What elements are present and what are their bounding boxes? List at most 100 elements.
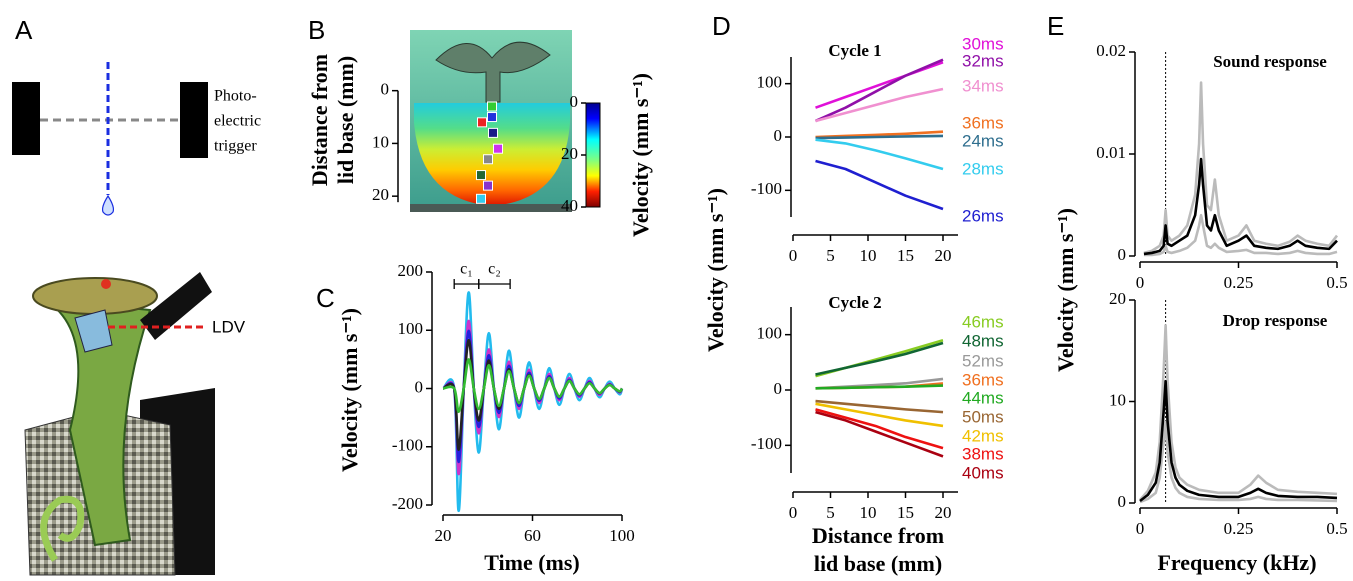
series-label: 44ms: [962, 388, 1004, 407]
colorbar-tick-label: 0: [570, 92, 579, 111]
y-axis-label: Velocity (mm s⁻¹): [1053, 208, 1078, 372]
marker: [483, 180, 493, 191]
series-line: [815, 408, 944, 450]
x-tick-label: 10: [860, 503, 877, 522]
bracket-label: c₂: [488, 261, 501, 278]
series-line: [815, 138, 944, 171]
series-line: [815, 410, 944, 458]
series-line: [815, 87, 944, 123]
lid-top: [435, 41, 551, 103]
image-band: [410, 204, 572, 212]
series-label: 42ms: [962, 426, 1004, 445]
series-label: 32ms: [962, 51, 1004, 70]
y-tick-label: -100: [751, 179, 782, 198]
series-line: [1139, 324, 1338, 501]
y-axis-label: Velocity (mm s⁻¹): [703, 188, 728, 352]
colorbar: [585, 102, 601, 208]
x-tick-label: 0.5: [1326, 519, 1347, 538]
x-tick-label: 20: [435, 526, 452, 545]
marker: [487, 101, 497, 112]
y-tick-label: 20: [1109, 289, 1126, 308]
y-tick-label: -100: [392, 436, 423, 455]
y-tick-label: 100: [757, 73, 783, 92]
x-tick-label: 100: [609, 526, 635, 545]
series-line: [814, 58, 944, 123]
bracket: [453, 279, 480, 289]
tendril: [40, 495, 85, 562]
y-tick-label: 0.02: [1096, 41, 1126, 60]
chart-title: Drop response: [1223, 311, 1328, 330]
colorbar-tick-label: 20: [561, 144, 578, 163]
chart-title: Cycle 2: [828, 293, 881, 312]
pitcher: [44, 299, 152, 547]
series-line: [815, 134, 944, 140]
panel-label: B: [308, 15, 325, 45]
panel-label: C: [316, 283, 335, 313]
series-label: 36ms: [962, 113, 1004, 132]
x-tick-label: 0.25: [1224, 519, 1254, 538]
trigger-diagram: [12, 62, 208, 216]
series-label: 38ms: [962, 444, 1004, 463]
marker: [476, 170, 486, 181]
series-line: [815, 130, 944, 139]
x-tick-label: 0: [1136, 519, 1145, 538]
sensor-left: [12, 82, 40, 155]
y-axis-label: lid base (mm): [333, 56, 358, 184]
marker: [477, 117, 487, 128]
x-axis-label: Frequency (kHz): [1157, 550, 1316, 575]
colorbar-tick-label: 40: [561, 196, 578, 215]
bracket: [478, 279, 511, 289]
marker: [487, 112, 497, 123]
series-label: 34ms: [962, 76, 1004, 95]
panel-label: A: [15, 15, 33, 45]
series-line: [1139, 420, 1338, 504]
y-tick-label: 0.01: [1096, 143, 1126, 162]
series-line: [1143, 213, 1338, 257]
y-axis-label: Distance from: [307, 54, 332, 186]
series-label: 52ms: [962, 351, 1004, 370]
series-label: 28ms: [962, 159, 1004, 178]
x-axis-label: Time (ms): [484, 550, 580, 575]
y-tick-label: 100: [757, 324, 783, 343]
series-line: [815, 402, 944, 428]
x-tick-label: 0: [1136, 273, 1145, 292]
y-tick-label: 0: [415, 377, 424, 396]
x-tick-label: 20: [935, 503, 952, 522]
trigger-label: trigger: [214, 138, 257, 155]
y-tick-label: -200: [392, 494, 423, 513]
marker: [493, 143, 503, 154]
series-label: 48ms: [962, 331, 1004, 350]
chart-title: Cycle 1: [828, 41, 881, 60]
lid-underside: [74, 309, 113, 353]
marker: [476, 193, 486, 204]
series-label: 30ms: [962, 34, 1004, 53]
colorbar-label: Velocity (mm s⁻¹): [628, 73, 653, 237]
y-tick-label: 0: [1118, 245, 1127, 264]
series-line: [815, 399, 944, 414]
drop: [101, 194, 115, 216]
series-line: [815, 159, 944, 211]
series-label: 24ms: [962, 131, 1004, 150]
y-tick-label: 200: [398, 261, 424, 280]
ldv-head: [140, 272, 212, 340]
x-tick-label: 0.25: [1224, 273, 1254, 292]
x-axis-label: lid base (mm): [814, 551, 942, 576]
x-axis-label: Distance from: [812, 523, 944, 548]
panel-label: D: [712, 11, 731, 41]
bracket-label: c₁: [460, 261, 473, 278]
marker: [488, 127, 498, 138]
y-tick-label: 0: [774, 126, 783, 145]
x-tick-label: 0: [789, 503, 798, 522]
y-axis-label: Velocity (mm s⁻¹): [337, 308, 362, 472]
x-tick-label: 10: [860, 246, 877, 265]
sensor-right: [180, 82, 208, 158]
x-tick-label: 5: [826, 503, 835, 522]
y-tick-label: 20: [372, 185, 389, 204]
y-tick-label: 10: [1109, 390, 1126, 409]
x-tick-label: 0: [789, 246, 798, 265]
y-tick-label: 0: [1118, 492, 1127, 511]
ldv-label: LDV: [212, 317, 246, 336]
series-label: 36ms: [962, 370, 1004, 389]
pitcher-drawing: [24, 272, 215, 576]
